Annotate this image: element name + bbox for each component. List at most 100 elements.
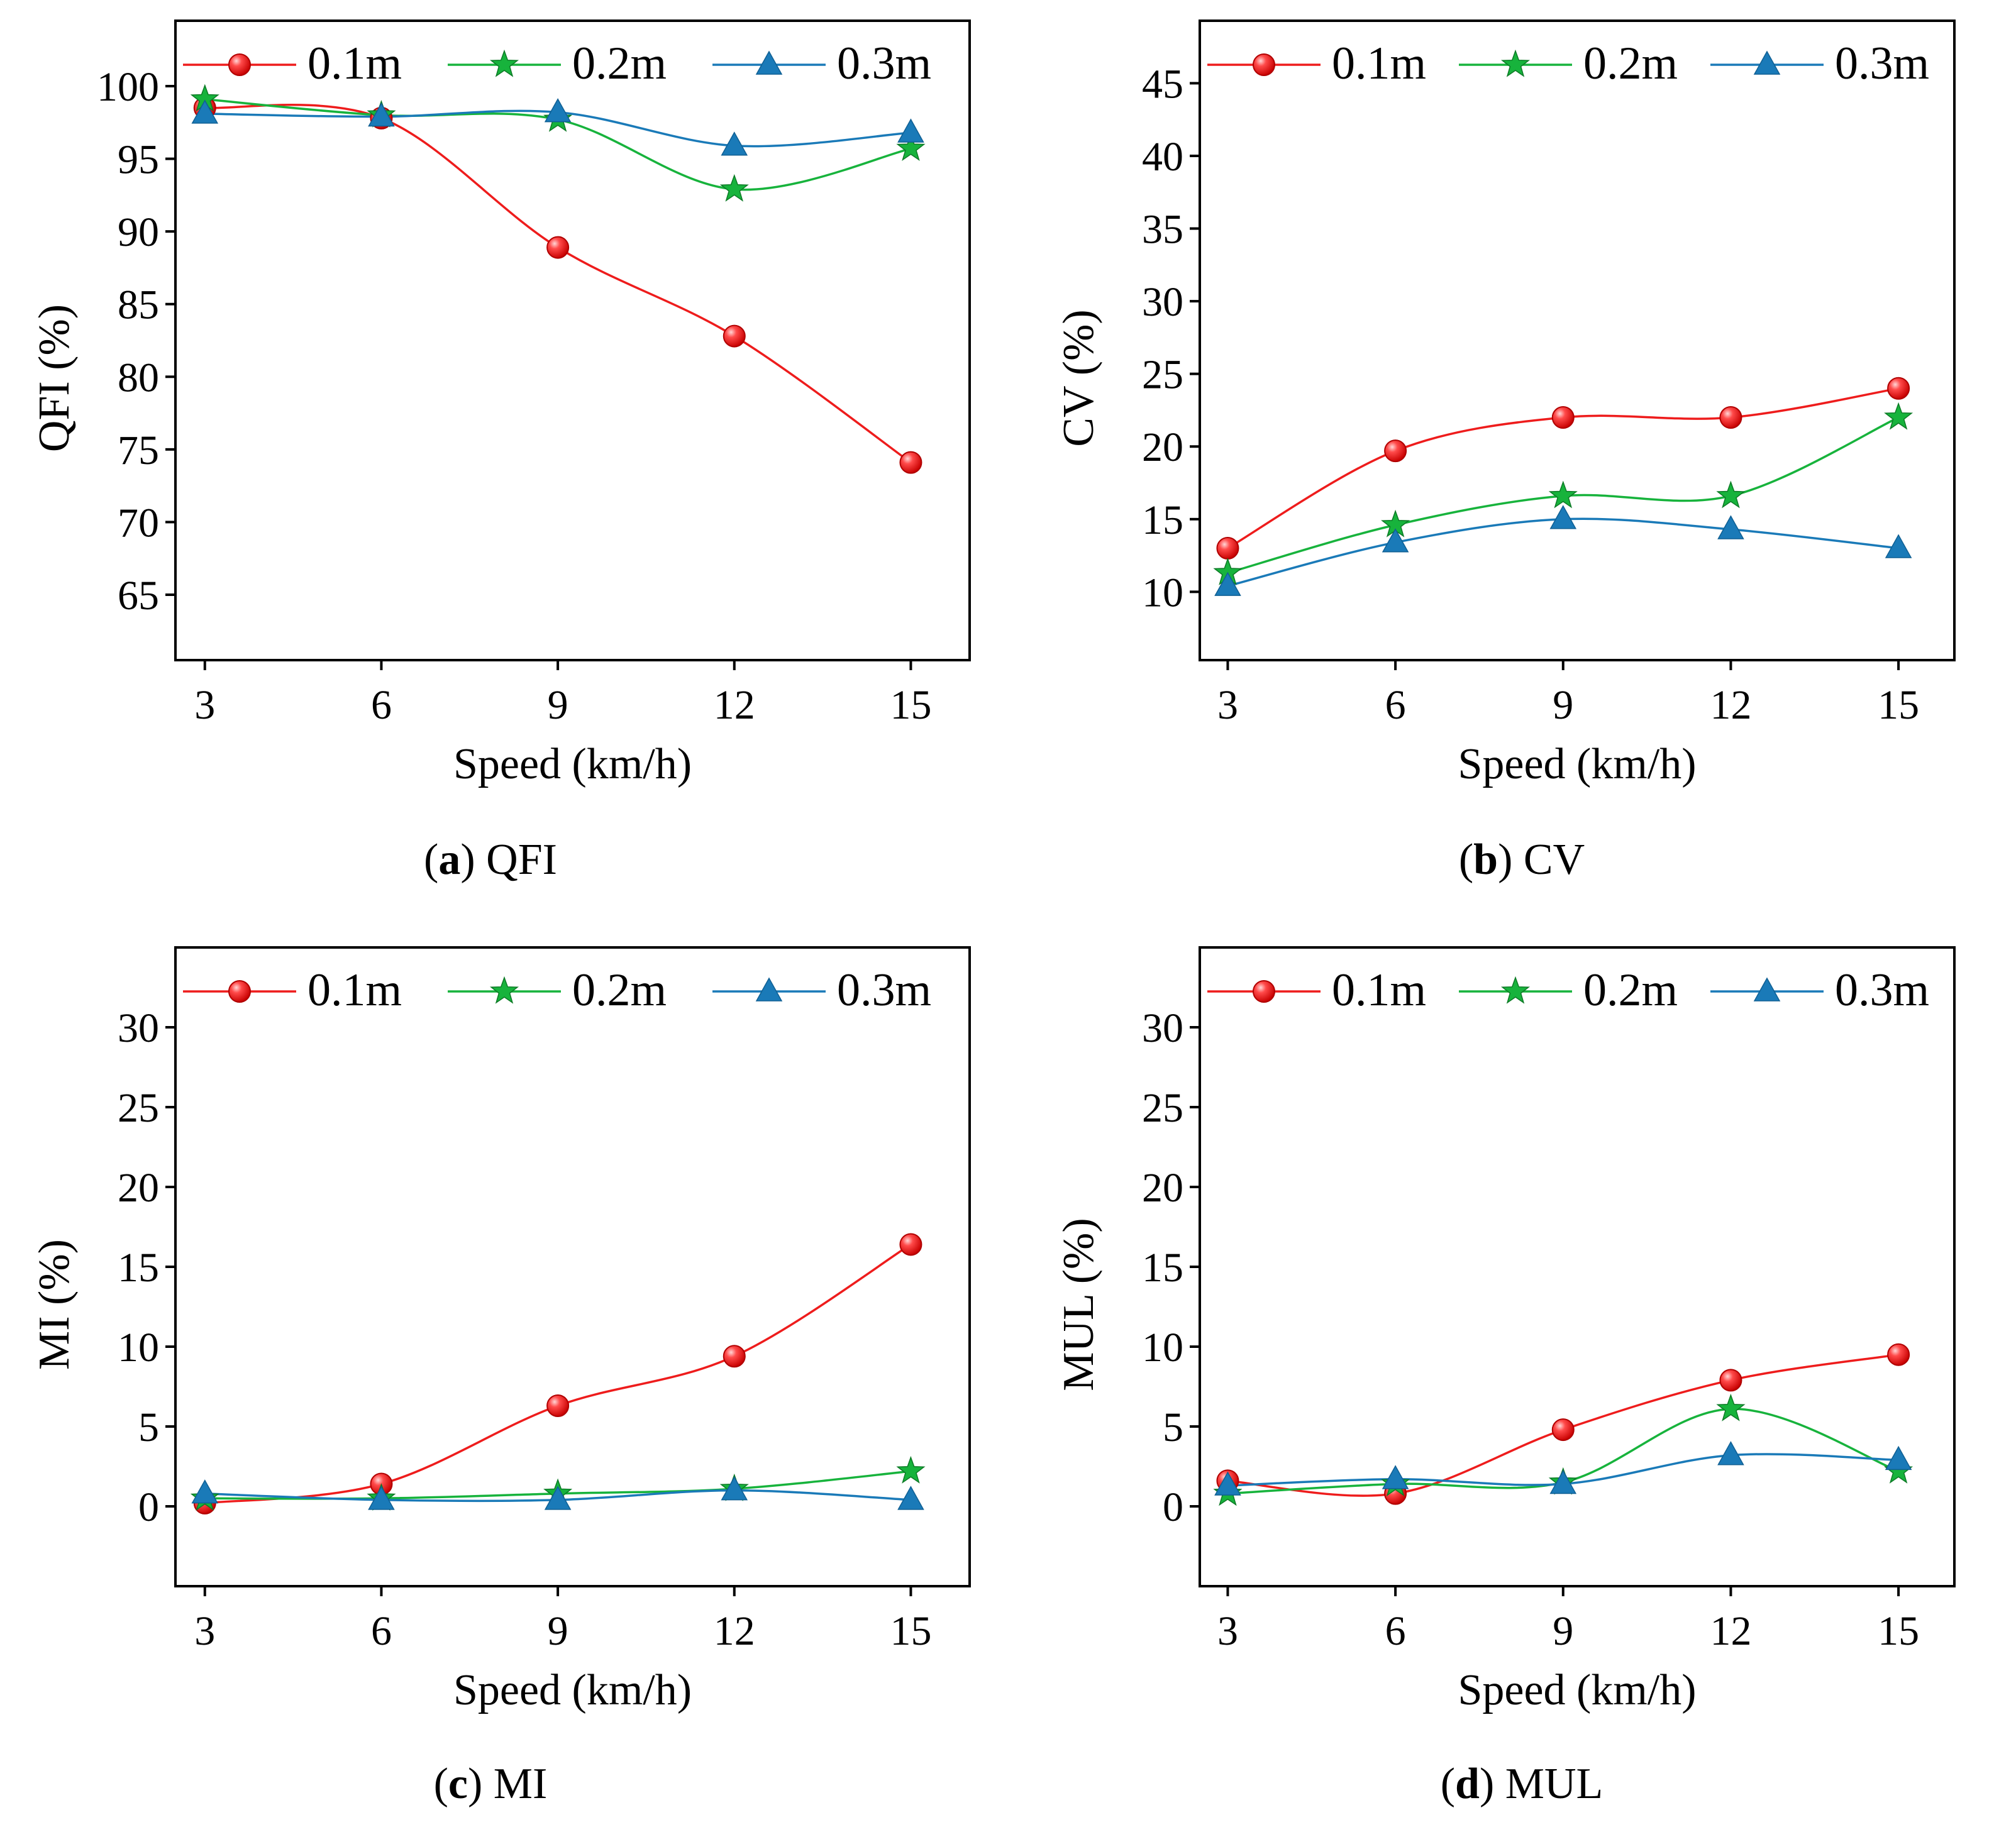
x-tick-label: 9 <box>1553 682 1573 728</box>
x-tick-label: 15 <box>1878 1608 1919 1654</box>
legend-label: 0.1m <box>1332 38 1426 89</box>
data-point-0.3m <box>544 98 572 123</box>
legend-marker <box>228 53 251 76</box>
y-axis-title: CV (%) <box>1055 309 1103 446</box>
x-tick-label: 6 <box>371 682 392 728</box>
y-tick-label: 95 <box>118 137 159 183</box>
x-tick-label: 3 <box>1217 1608 1238 1654</box>
data-point-0.2m <box>896 133 926 162</box>
plot-frame <box>174 946 971 1587</box>
data-point-0.2m <box>1716 1393 1746 1421</box>
legend-marker <box>490 976 519 1004</box>
data-point-0.3m <box>1549 1469 1577 1494</box>
chart-panel-b: 10 15 20 25 30 35 40 45 3 6 9 12 15 Speed (km/h) CV (%… <box>1055 19 1956 884</box>
y-tick-label: 90 <box>118 209 159 255</box>
data-point-0.3m <box>1382 528 1409 553</box>
plot-frame <box>1199 19 1956 661</box>
y-tick-label: 80 <box>118 355 159 400</box>
x-tick-label: 15 <box>890 1608 931 1654</box>
panel-caption: (a) QFI <box>424 836 557 884</box>
x-axis-title: Speed (km/h) <box>453 740 692 788</box>
y-tick-label: 15 <box>1142 497 1183 543</box>
data-point-0.3m <box>368 1486 395 1510</box>
chart-panel-d: 0 5 10 15 20 25 30 3 6 9 12 15 Speed (km/h) MUL (%) 0.… <box>1055 946 1956 1808</box>
series-line-0.1m <box>204 104 912 464</box>
y-tick-label: 15 <box>118 1245 159 1291</box>
y-tick-label: 35 <box>1142 207 1183 253</box>
legend-marker <box>1501 976 1530 1004</box>
legend-marker <box>1501 49 1530 77</box>
y-tick-label: 40 <box>1142 134 1183 180</box>
data-point-0.1m <box>546 1394 570 1417</box>
data-point-0.2m <box>1884 402 1914 430</box>
y-axis-title: MI (%) <box>30 1239 79 1370</box>
data-point-0.1m <box>1887 1343 1910 1366</box>
legend-label: 0.2m <box>1583 38 1678 89</box>
y-axis-title: MUL (%) <box>1055 1218 1103 1391</box>
x-tick-label: 9 <box>548 1608 568 1654</box>
x-tick-label: 9 <box>1553 1608 1573 1654</box>
data-point-0.3m <box>721 131 748 156</box>
y-tick-label: 0 <box>1163 1484 1183 1530</box>
data-point-0.1m <box>1551 1418 1575 1442</box>
data-point-0.1m <box>1719 406 1742 429</box>
data-point-0.1m <box>546 236 570 259</box>
y-tick-label: 30 <box>1142 1005 1183 1051</box>
x-axis-title: Speed (km/h) <box>1458 740 1696 788</box>
data-point-0.1m <box>723 1345 746 1368</box>
legend-label: 0.3m <box>837 38 931 89</box>
y-tick-label: 70 <box>118 500 159 546</box>
plot-frame <box>1199 946 1956 1587</box>
data-point-0.3m <box>1214 571 1241 596</box>
data-point-0.3m <box>1214 1471 1241 1496</box>
data-point-0.1m <box>723 324 746 348</box>
x-tick-label: 3 <box>1217 682 1238 728</box>
legend-marker <box>755 977 783 1002</box>
data-point-0.3m <box>191 99 219 124</box>
data-point-0.3m <box>1717 1441 1744 1465</box>
y-tick-label: 75 <box>118 428 159 473</box>
x-tick-label: 12 <box>714 682 755 728</box>
y-tick-label: 30 <box>118 1005 159 1051</box>
legend-label: 0.3m <box>1835 964 1929 1016</box>
y-tick-label: 25 <box>1142 1085 1183 1131</box>
data-point-0.3m <box>897 1486 924 1510</box>
data-point-0.2m <box>1548 480 1578 509</box>
y-axis-title: QFI (%) <box>30 304 79 452</box>
y-tick-label: 15 <box>1142 1245 1183 1291</box>
data-point-0.1m <box>1384 439 1407 463</box>
legend: 0.1m 0.2m 0.3m <box>1207 38 1929 89</box>
data-point-0.3m <box>1549 505 1577 529</box>
data-point-0.3m <box>191 1479 219 1504</box>
x-axis-title: Speed (km/h) <box>453 1666 692 1714</box>
legend-label: 0.3m <box>837 964 931 1016</box>
legend-marker <box>228 980 251 1003</box>
x-tick-label: 6 <box>371 1608 392 1654</box>
data-point-0.3m <box>1382 1465 1409 1489</box>
x-axis-title: Speed (km/h) <box>1458 1666 1696 1714</box>
series-line-0.1m <box>204 1243 912 1504</box>
data-point-0.1m <box>1216 537 1239 560</box>
x-tick-label: 3 <box>194 682 215 728</box>
y-tick-label: 65 <box>118 573 159 619</box>
chart-panel-c: 0 5 10 15 20 25 30 3 6 9 12 15 Speed (km/h) MI (%) 0.1… <box>30 946 971 1808</box>
y-tick-label: 20 <box>118 1165 159 1211</box>
data-point-0.3m <box>1885 534 1912 558</box>
x-tick-label: 3 <box>194 1608 215 1654</box>
y-tick-label: 5 <box>1163 1404 1183 1450</box>
data-point-0.1m <box>899 451 922 474</box>
x-tick-label: 12 <box>1710 1608 1751 1654</box>
legend-marker <box>1253 980 1275 1003</box>
y-tick-label: 20 <box>1142 424 1183 470</box>
y-tick-label: 10 <box>118 1325 159 1371</box>
data-point-0.1m <box>1551 406 1575 429</box>
y-tick-label: 100 <box>97 64 159 110</box>
legend-marker <box>490 49 519 77</box>
y-tick-label: 25 <box>118 1085 159 1131</box>
legend-label: 0.3m <box>1835 38 1929 89</box>
legend: 0.1m 0.2m 0.3m <box>183 964 931 1016</box>
data-point-0.3m <box>897 118 924 143</box>
chart-panel-a: 65 70 75 80 85 90 95 100 3 6 9 12 15 Speed (km/h) QFI … <box>30 19 971 884</box>
x-tick-label: 12 <box>1710 682 1751 728</box>
